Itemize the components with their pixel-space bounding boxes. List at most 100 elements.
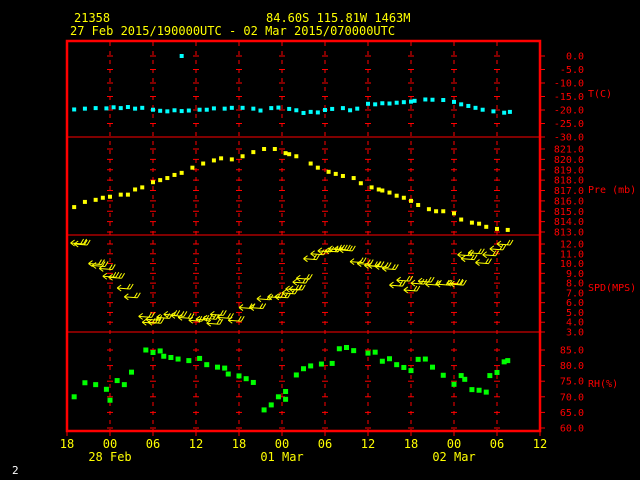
wind-barb-flag [205, 315, 210, 321]
pressure-point [125, 192, 130, 197]
wind-barb-shaft [296, 277, 310, 280]
rh-point [387, 356, 392, 362]
y-tick-label: -15.0 [554, 92, 584, 103]
wind-barb-flag [298, 284, 303, 291]
wind-barb-head [141, 321, 147, 326]
x-tick-label: 00 [275, 437, 289, 451]
wind-barb [116, 283, 134, 292]
temp-point [315, 110, 320, 115]
wind-barb-flag [183, 311, 188, 317]
wind-barb-flag [413, 285, 418, 292]
pressure-point [351, 176, 356, 181]
wind-barb-shaft [496, 243, 511, 246]
wind-barb-shaft [170, 314, 184, 317]
y-tick-label: 60.0 [560, 424, 584, 435]
pressure-point [100, 195, 105, 200]
rh-point [408, 368, 414, 374]
wind-barb-head [147, 318, 153, 323]
pressure-point [133, 187, 138, 192]
wind-barb-flag [187, 313, 192, 319]
wind-barb-head [116, 284, 122, 289]
wind-barb-head [138, 312, 143, 317]
y-tick-label: 815.0 [554, 207, 584, 218]
rh-point [308, 363, 314, 369]
wind-barb-head [238, 304, 244, 308]
wind-barb [339, 245, 356, 254]
temp-point [409, 99, 413, 104]
wind-barb-flag [237, 316, 242, 322]
rh-point [121, 382, 127, 388]
wind-barb-flag [402, 280, 406, 287]
temp-point [340, 106, 345, 111]
temp-point [118, 106, 123, 111]
temp-point [197, 107, 202, 112]
wind-barb-flag [198, 316, 203, 322]
wind-barb-head [274, 293, 280, 298]
rh-point [344, 345, 349, 351]
x-tick-label: 00 [447, 437, 461, 451]
wind-barb-shaft [92, 265, 106, 268]
rh-point [293, 372, 299, 378]
wind-barb-head [124, 296, 129, 301]
pressure-point [401, 195, 406, 200]
temp-point [186, 108, 191, 113]
wind-barb-flag [351, 245, 356, 252]
wind-barb-flag [240, 316, 245, 322]
wind-barb-flag [104, 261, 109, 267]
wind-barb-head [417, 277, 423, 282]
wind-barb-shaft [382, 267, 396, 270]
wind-barb-shaft [339, 249, 353, 252]
wind-barb [496, 239, 514, 248]
wind-barb-shaft [70, 242, 84, 245]
wind-barb [450, 279, 467, 288]
wind-barb-flag [80, 238, 85, 245]
wind-barb-shaft [195, 318, 210, 321]
wind-barb-head [98, 265, 104, 269]
y-tick-label: 820.0 [554, 155, 584, 166]
wind-barb [217, 313, 234, 321]
wind-barb-head [163, 310, 169, 315]
series-label-pressure: Pre (mb) [588, 185, 636, 196]
x-tick-label: 12 [361, 437, 375, 451]
y-tick-label: 70.0 [560, 392, 584, 403]
wind-barb-head [156, 316, 161, 321]
wind-barb-head [364, 262, 369, 266]
wind-barb-head [108, 273, 113, 278]
temp-point [387, 101, 392, 106]
wind-barb-flag [298, 284, 303, 291]
wind-barb-head [382, 268, 387, 272]
rh-point [168, 354, 174, 360]
rh-point [204, 362, 210, 368]
wind-barb-flag [346, 244, 351, 251]
pressure-point [158, 178, 163, 183]
rh-point [225, 371, 231, 377]
wind-barb-head [288, 285, 294, 290]
temp-point [72, 107, 77, 112]
temp-point [452, 99, 456, 104]
wind-barb-head [156, 313, 161, 318]
wind-barb-flag [362, 257, 367, 263]
y-tick-label: 85.0 [560, 346, 584, 357]
y-tick-label: 8.0 [566, 279, 584, 290]
wind-barb-head [410, 282, 416, 287]
pressure-point [165, 176, 170, 181]
wind-barb-head [206, 322, 212, 327]
plot-grid [66, 42, 545, 436]
date-label: 02 Mar [432, 450, 475, 464]
wind-barb-head [310, 250, 315, 255]
wind-barb [274, 292, 292, 301]
wind-barb-flag [430, 276, 435, 283]
pressure-point [469, 220, 474, 225]
wind-barb-flag [384, 262, 389, 268]
temp-point [133, 106, 138, 111]
wind-barb [206, 318, 224, 327]
rh-point [114, 378, 120, 384]
wind-barb-flag [98, 259, 102, 265]
temp-point [158, 108, 163, 113]
temp-point [507, 109, 512, 114]
pressure-point [108, 194, 112, 199]
pressure-point [340, 173, 345, 178]
wind-barb-flag [399, 280, 403, 287]
wind-barb-flag [230, 313, 234, 319]
wind-barb-head [73, 243, 79, 248]
